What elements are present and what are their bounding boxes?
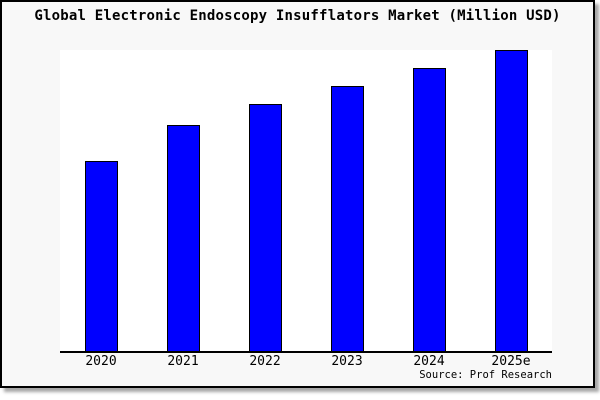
bar-2025e — [494, 50, 528, 351]
plot-area — [60, 50, 552, 353]
bars-container — [60, 50, 552, 351]
x-tick-label-2024: 2024 — [413, 354, 445, 369]
x-tick-label-2022: 2022 — [249, 354, 281, 369]
bar-2024 — [412, 68, 446, 351]
x-tick-label-2025e: 2025e — [491, 354, 531, 369]
bar-2023 — [330, 86, 364, 351]
x-tick-label-2021: 2021 — [167, 354, 199, 369]
x-axis-labels: 2020 2021 2022 2023 2024 2025e — [60, 354, 552, 369]
bar-2020 — [84, 161, 118, 351]
source-note: Source: Prof Research — [419, 369, 552, 381]
x-tick-label-2020: 2020 — [85, 354, 117, 369]
x-tick-label-2023: 2023 — [331, 354, 363, 369]
bar-2021 — [166, 125, 200, 351]
chart-figure: Global Electronic Endoscopy Insufflators… — [0, 0, 595, 388]
chart-title: Global Electronic Endoscopy Insufflators… — [34, 8, 561, 24]
bar-2022 — [248, 104, 282, 351]
